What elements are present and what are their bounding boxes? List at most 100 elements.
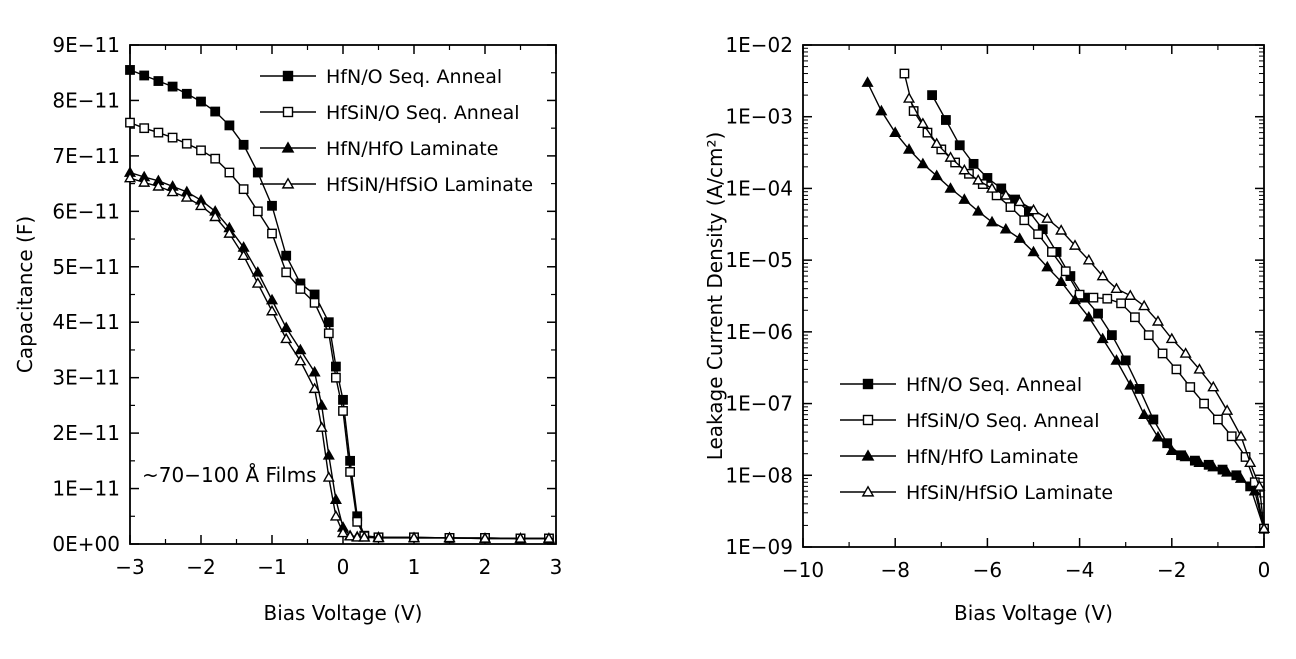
data-point <box>1068 239 1082 250</box>
data-point <box>251 277 264 288</box>
data-point <box>139 123 150 134</box>
data-point <box>936 144 947 155</box>
data-point <box>1055 275 1068 287</box>
data-point <box>968 158 979 169</box>
x-tick-label: 0 <box>1258 558 1271 582</box>
data-point <box>196 96 206 107</box>
data-point <box>1244 456 1257 467</box>
data-point <box>1120 355 1131 366</box>
data-point <box>1143 330 1154 341</box>
data-point <box>336 526 350 538</box>
y-tick-label: 1E−02 <box>725 33 793 57</box>
data-point <box>125 117 135 128</box>
data-point <box>1221 466 1234 477</box>
x-tick-label: −2 <box>186 555 215 579</box>
data-point <box>1179 347 1192 358</box>
data-point <box>1165 444 1178 456</box>
data-point <box>1033 229 1044 240</box>
data-point <box>1013 232 1026 243</box>
data-point <box>514 532 527 543</box>
data-point <box>1106 330 1117 341</box>
data-point <box>281 267 292 278</box>
x-tick-label: −1 <box>257 555 286 579</box>
data-point <box>1193 456 1206 467</box>
x-axis-label: Bias Voltage (V) <box>954 601 1113 625</box>
y-tick-label: 5E−11 <box>52 255 120 279</box>
data-point <box>1257 522 1271 534</box>
data-point <box>224 120 235 131</box>
data-point <box>280 332 293 344</box>
data-point <box>1082 310 1095 322</box>
data-point <box>322 471 335 482</box>
data-point <box>123 171 137 183</box>
legend-label: HfSiN/HfSiO Laminate <box>906 482 1113 504</box>
data-point <box>972 174 985 185</box>
x-tick-label: 3 <box>550 555 563 579</box>
data-point <box>267 200 277 211</box>
data-point <box>1088 292 1099 303</box>
data-point <box>902 143 916 154</box>
legend-label: HfN/HfO Laminate <box>326 138 498 160</box>
data-point <box>238 139 249 150</box>
data-point <box>152 180 165 191</box>
data-point <box>224 167 235 178</box>
data-point <box>167 132 178 143</box>
legend-marker <box>862 378 874 390</box>
data-point <box>916 117 929 128</box>
data-point <box>861 76 874 87</box>
data-point <box>944 182 957 193</box>
data-point <box>1185 382 1196 392</box>
data-point <box>280 321 293 333</box>
legend-label: HfN/HfO Laminate <box>906 446 1078 468</box>
data-point <box>407 531 421 543</box>
data-point <box>267 228 277 239</box>
data-point <box>1199 398 1209 409</box>
x-axis-label: Bias Voltage (V) <box>264 601 423 625</box>
data-point <box>1005 202 1016 212</box>
data-point <box>1157 348 1168 359</box>
data-point <box>223 227 236 238</box>
data-point <box>930 169 943 181</box>
data-point <box>210 153 221 164</box>
data-point <box>166 185 179 197</box>
legend-marker <box>282 106 294 118</box>
legend-label: HfSiN/O Seq. Anneal <box>326 102 520 124</box>
legend-marker <box>282 70 294 82</box>
data-point <box>153 76 164 86</box>
data-point <box>331 361 341 372</box>
data-point <box>308 365 321 377</box>
data-point <box>941 115 951 125</box>
legend-label: HfSiN/HfSiO Laminate <box>326 174 533 196</box>
data-point <box>1151 430 1165 442</box>
y-tick-label: 1E−06 <box>725 320 793 344</box>
data-point <box>1027 245 1040 257</box>
data-point <box>181 88 192 99</box>
data-point <box>930 137 943 149</box>
data-point <box>1027 203 1040 215</box>
data-point <box>238 184 249 195</box>
y-tick-label: 8E−11 <box>52 88 120 112</box>
data-point <box>954 140 965 151</box>
x-tick-label: 2 <box>479 555 492 579</box>
data-point <box>294 343 307 355</box>
x-tick-label: 0 <box>337 555 350 579</box>
data-point <box>345 455 355 466</box>
y-tick-label: 7E−11 <box>52 144 120 168</box>
data-point <box>1068 293 1082 305</box>
data-point <box>1041 260 1054 272</box>
data-point <box>315 399 328 410</box>
data-point <box>1151 315 1165 326</box>
data-point <box>999 189 1012 200</box>
data-point <box>916 157 929 169</box>
x-tick-label: −8 <box>880 558 909 582</box>
data-point <box>1102 293 1113 304</box>
data-point <box>125 65 135 75</box>
y-tick-label: 3E−11 <box>52 366 120 390</box>
data-point <box>902 92 916 103</box>
data-point <box>1041 212 1054 223</box>
data-point <box>1207 460 1220 472</box>
data-point <box>1162 438 1173 449</box>
data-point <box>345 467 355 477</box>
